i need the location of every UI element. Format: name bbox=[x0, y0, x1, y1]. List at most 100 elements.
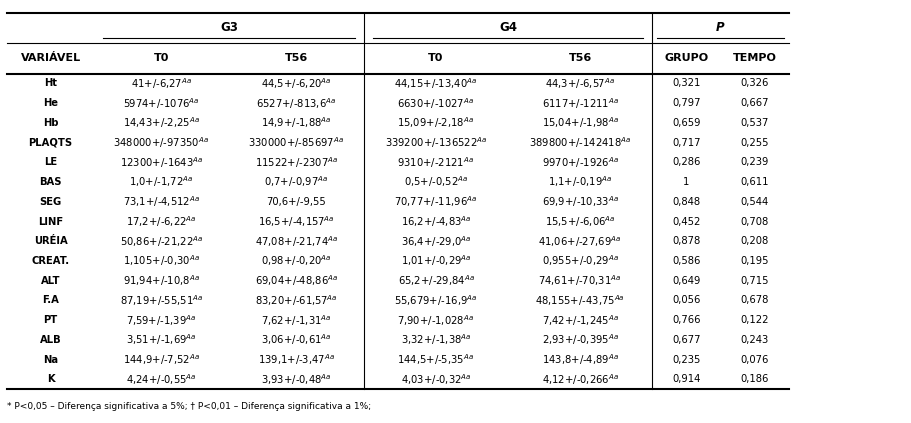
Text: T0: T0 bbox=[154, 53, 169, 63]
Text: 0,98+/-0,20$^{Aa}$: 0,98+/-0,20$^{Aa}$ bbox=[261, 253, 332, 268]
Text: 348000+/-97350$^{Aa}$: 348000+/-97350$^{Aa}$ bbox=[113, 135, 210, 150]
Text: 0,208: 0,208 bbox=[740, 236, 768, 246]
Text: 4,12+/-0,266$^{Aa}$: 4,12+/-0,266$^{Aa}$ bbox=[541, 372, 618, 387]
Text: 65,2+/-29,84$^{Aa}$: 65,2+/-29,84$^{Aa}$ bbox=[397, 273, 474, 288]
Text: 17,2+/-6,22$^{Aa}$: 17,2+/-6,22$^{Aa}$ bbox=[126, 214, 197, 229]
Text: 389800+/-142418$^{Aa}$: 389800+/-142418$^{Aa}$ bbox=[528, 135, 630, 150]
Text: 0,586: 0,586 bbox=[671, 256, 700, 266]
Text: 0,255: 0,255 bbox=[740, 137, 768, 148]
Text: 0,452: 0,452 bbox=[671, 217, 700, 227]
Text: 44,15+/-13,40$^{Aa}$: 44,15+/-13,40$^{Aa}$ bbox=[394, 76, 477, 91]
Text: 9310+/-2121$^{Aa}$: 9310+/-2121$^{Aa}$ bbox=[397, 155, 474, 170]
Text: 16,2+/-4,83$^{Aa}$: 16,2+/-4,83$^{Aa}$ bbox=[400, 214, 471, 229]
Text: 0,678: 0,678 bbox=[740, 295, 768, 305]
Text: 0,797: 0,797 bbox=[671, 98, 700, 108]
Text: 14,9+/-1,88$^{Aa}$: 14,9+/-1,88$^{Aa}$ bbox=[261, 115, 332, 130]
Text: 7,59+/-1,39$^{Aa}$: 7,59+/-1,39$^{Aa}$ bbox=[127, 313, 196, 327]
Text: 3,06+/-0,61$^{Aa}$: 3,06+/-0,61$^{Aa}$ bbox=[261, 332, 332, 347]
Text: 6527+/-813,6$^{Aa}$: 6527+/-813,6$^{Aa}$ bbox=[256, 96, 336, 110]
Text: * P<0,05 – Diferença significativa a 5%; † P<0,01 – Diferença significativa a 1%: * P<0,05 – Diferença significativa a 5%;… bbox=[7, 401, 371, 411]
Text: 1,105+/-0,30$^{Aa}$: 1,105+/-0,30$^{Aa}$ bbox=[123, 253, 200, 268]
Text: BAS: BAS bbox=[39, 177, 62, 187]
Text: 44,5+/-6,20$^{Aa}$: 44,5+/-6,20$^{Aa}$ bbox=[261, 76, 332, 91]
Text: 0,186: 0,186 bbox=[740, 374, 768, 385]
Text: 339200+/-136522$^{Aa}$: 339200+/-136522$^{Aa}$ bbox=[384, 135, 486, 150]
Text: 0,056: 0,056 bbox=[671, 295, 700, 305]
Text: 15,04+/-1,98$^{Aa}$: 15,04+/-1,98$^{Aa}$ bbox=[541, 115, 618, 130]
Text: SEG: SEG bbox=[39, 197, 62, 207]
Text: 0,076: 0,076 bbox=[740, 354, 768, 365]
Text: 0,195: 0,195 bbox=[740, 256, 768, 266]
Text: 91,94+/-10,8$^{Aa}$: 91,94+/-10,8$^{Aa}$ bbox=[123, 273, 200, 288]
Text: 0,766: 0,766 bbox=[671, 315, 700, 325]
Text: 143,8+/-4,89$^{Aa}$: 143,8+/-4,89$^{Aa}$ bbox=[541, 352, 618, 367]
Text: CREAT.: CREAT. bbox=[32, 256, 69, 266]
Text: 0,914: 0,914 bbox=[671, 374, 700, 385]
Text: 0,717: 0,717 bbox=[671, 137, 700, 148]
Text: 3,93+/-0,48$^{Aa}$: 3,93+/-0,48$^{Aa}$ bbox=[261, 372, 332, 387]
Text: 4,03+/-0,32$^{Aa}$: 4,03+/-0,32$^{Aa}$ bbox=[400, 372, 471, 387]
Text: 14,43+/-2,25$^{Aa}$: 14,43+/-2,25$^{Aa}$ bbox=[123, 115, 200, 130]
Text: T56: T56 bbox=[284, 53, 308, 63]
Text: GRUPO: GRUPO bbox=[663, 53, 708, 63]
Text: 0,708: 0,708 bbox=[740, 217, 768, 227]
Text: 47,08+/-21,74$^{Aa}$: 47,08+/-21,74$^{Aa}$ bbox=[254, 234, 338, 249]
Text: 0,7+/-0,97$^{Aa}$: 0,7+/-0,97$^{Aa}$ bbox=[264, 175, 328, 190]
Text: 6117+/-1211$^{Aa}$: 6117+/-1211$^{Aa}$ bbox=[541, 96, 618, 110]
Text: LINF: LINF bbox=[38, 217, 63, 227]
Text: 0,243: 0,243 bbox=[740, 335, 768, 345]
Text: Hb: Hb bbox=[43, 118, 58, 128]
Text: LE: LE bbox=[44, 157, 57, 168]
Text: 15,5+/-6,06$^{Aa}$: 15,5+/-6,06$^{Aa}$ bbox=[544, 214, 615, 229]
Text: 16,5+/-4,157$^{Aa}$: 16,5+/-4,157$^{Aa}$ bbox=[258, 214, 334, 229]
Text: 6630+/-1027$^{Aa}$: 6630+/-1027$^{Aa}$ bbox=[397, 96, 474, 110]
Text: 3,32+/-1,38$^{Aa}$: 3,32+/-1,38$^{Aa}$ bbox=[400, 332, 471, 347]
Text: 0,667: 0,667 bbox=[740, 98, 768, 108]
Text: 139,1+/-3,47$^{Aa}$: 139,1+/-3,47$^{Aa}$ bbox=[258, 352, 334, 367]
Text: 0,659: 0,659 bbox=[671, 118, 700, 128]
Text: 3,51+/-1,69$^{Aa}$: 3,51+/-1,69$^{Aa}$ bbox=[126, 332, 197, 347]
Text: 0,611: 0,611 bbox=[740, 177, 768, 187]
Text: 55,679+/-16,9$^{Aa}$: 55,679+/-16,9$^{Aa}$ bbox=[394, 293, 477, 308]
Text: PT: PT bbox=[44, 315, 57, 325]
Text: Ht: Ht bbox=[44, 78, 57, 88]
Text: 48,155+/-43,75$^{Aa}$: 48,155+/-43,75$^{Aa}$ bbox=[535, 293, 624, 308]
Text: 9970+/-1926$^{Aa}$: 9970+/-1926$^{Aa}$ bbox=[541, 155, 618, 170]
Text: 0,715: 0,715 bbox=[740, 276, 768, 286]
Text: 74,61+/-70,31$^{Aa}$: 74,61+/-70,31$^{Aa}$ bbox=[537, 273, 621, 288]
Text: 70,77+/-11,96$^{Aa}$: 70,77+/-11,96$^{Aa}$ bbox=[394, 195, 477, 209]
Text: ALT: ALT bbox=[41, 276, 60, 286]
Text: F.A: F.A bbox=[42, 295, 59, 305]
Text: 330000+/-85697$^{Aa}$: 330000+/-85697$^{Aa}$ bbox=[248, 135, 344, 150]
Text: 0,955+/-0,29$^{Aa}$: 0,955+/-0,29$^{Aa}$ bbox=[541, 253, 618, 268]
Text: 0,649: 0,649 bbox=[671, 276, 700, 286]
Text: P: P bbox=[715, 22, 724, 34]
Text: 0,848: 0,848 bbox=[671, 197, 700, 207]
Text: 15,09+/-2,18$^{Aa}$: 15,09+/-2,18$^{Aa}$ bbox=[397, 115, 474, 130]
Text: 0,286: 0,286 bbox=[671, 157, 700, 168]
Text: 11522+/-2307$^{Aa}$: 11522+/-2307$^{Aa}$ bbox=[254, 155, 338, 170]
Text: 0,122: 0,122 bbox=[740, 315, 768, 325]
Text: 0,239: 0,239 bbox=[740, 157, 768, 168]
Text: URÉIA: URÉIA bbox=[34, 236, 67, 246]
Text: 7,42+/-1,245$^{Aa}$: 7,42+/-1,245$^{Aa}$ bbox=[541, 313, 618, 327]
Text: 41+/-6,27$^{Aa}$: 41+/-6,27$^{Aa}$ bbox=[131, 76, 191, 91]
Text: 44,3+/-6,57$^{Aa}$: 44,3+/-6,57$^{Aa}$ bbox=[545, 76, 614, 91]
Text: 69,9+/-10,33$^{Aa}$: 69,9+/-10,33$^{Aa}$ bbox=[541, 195, 618, 209]
Text: 0,544: 0,544 bbox=[740, 197, 768, 207]
Text: ALB: ALB bbox=[40, 335, 61, 345]
Text: 36,4+/-29,0$^{Aa}$: 36,4+/-29,0$^{Aa}$ bbox=[400, 234, 471, 249]
Text: 70,6+/-9,55: 70,6+/-9,55 bbox=[266, 197, 326, 207]
Text: 0,235: 0,235 bbox=[671, 354, 700, 365]
Text: 0,5+/-0,52$^{Aa}$: 0,5+/-0,52$^{Aa}$ bbox=[404, 175, 467, 190]
Text: PLAQTS: PLAQTS bbox=[28, 137, 73, 148]
Text: 7,62+/-1,31$^{Aa}$: 7,62+/-1,31$^{Aa}$ bbox=[261, 313, 332, 327]
Text: T56: T56 bbox=[568, 53, 591, 63]
Text: 12300+/-1643$^{Aa}$: 12300+/-1643$^{Aa}$ bbox=[119, 155, 203, 170]
Text: VARIÁVEL: VARIÁVEL bbox=[21, 53, 80, 63]
Text: 0,537: 0,537 bbox=[740, 118, 768, 128]
Text: K: K bbox=[46, 374, 55, 385]
Text: 5974+/-1076$^{Aa}$: 5974+/-1076$^{Aa}$ bbox=[123, 96, 200, 110]
Text: 1: 1 bbox=[682, 177, 689, 187]
Text: G4: G4 bbox=[498, 22, 517, 34]
